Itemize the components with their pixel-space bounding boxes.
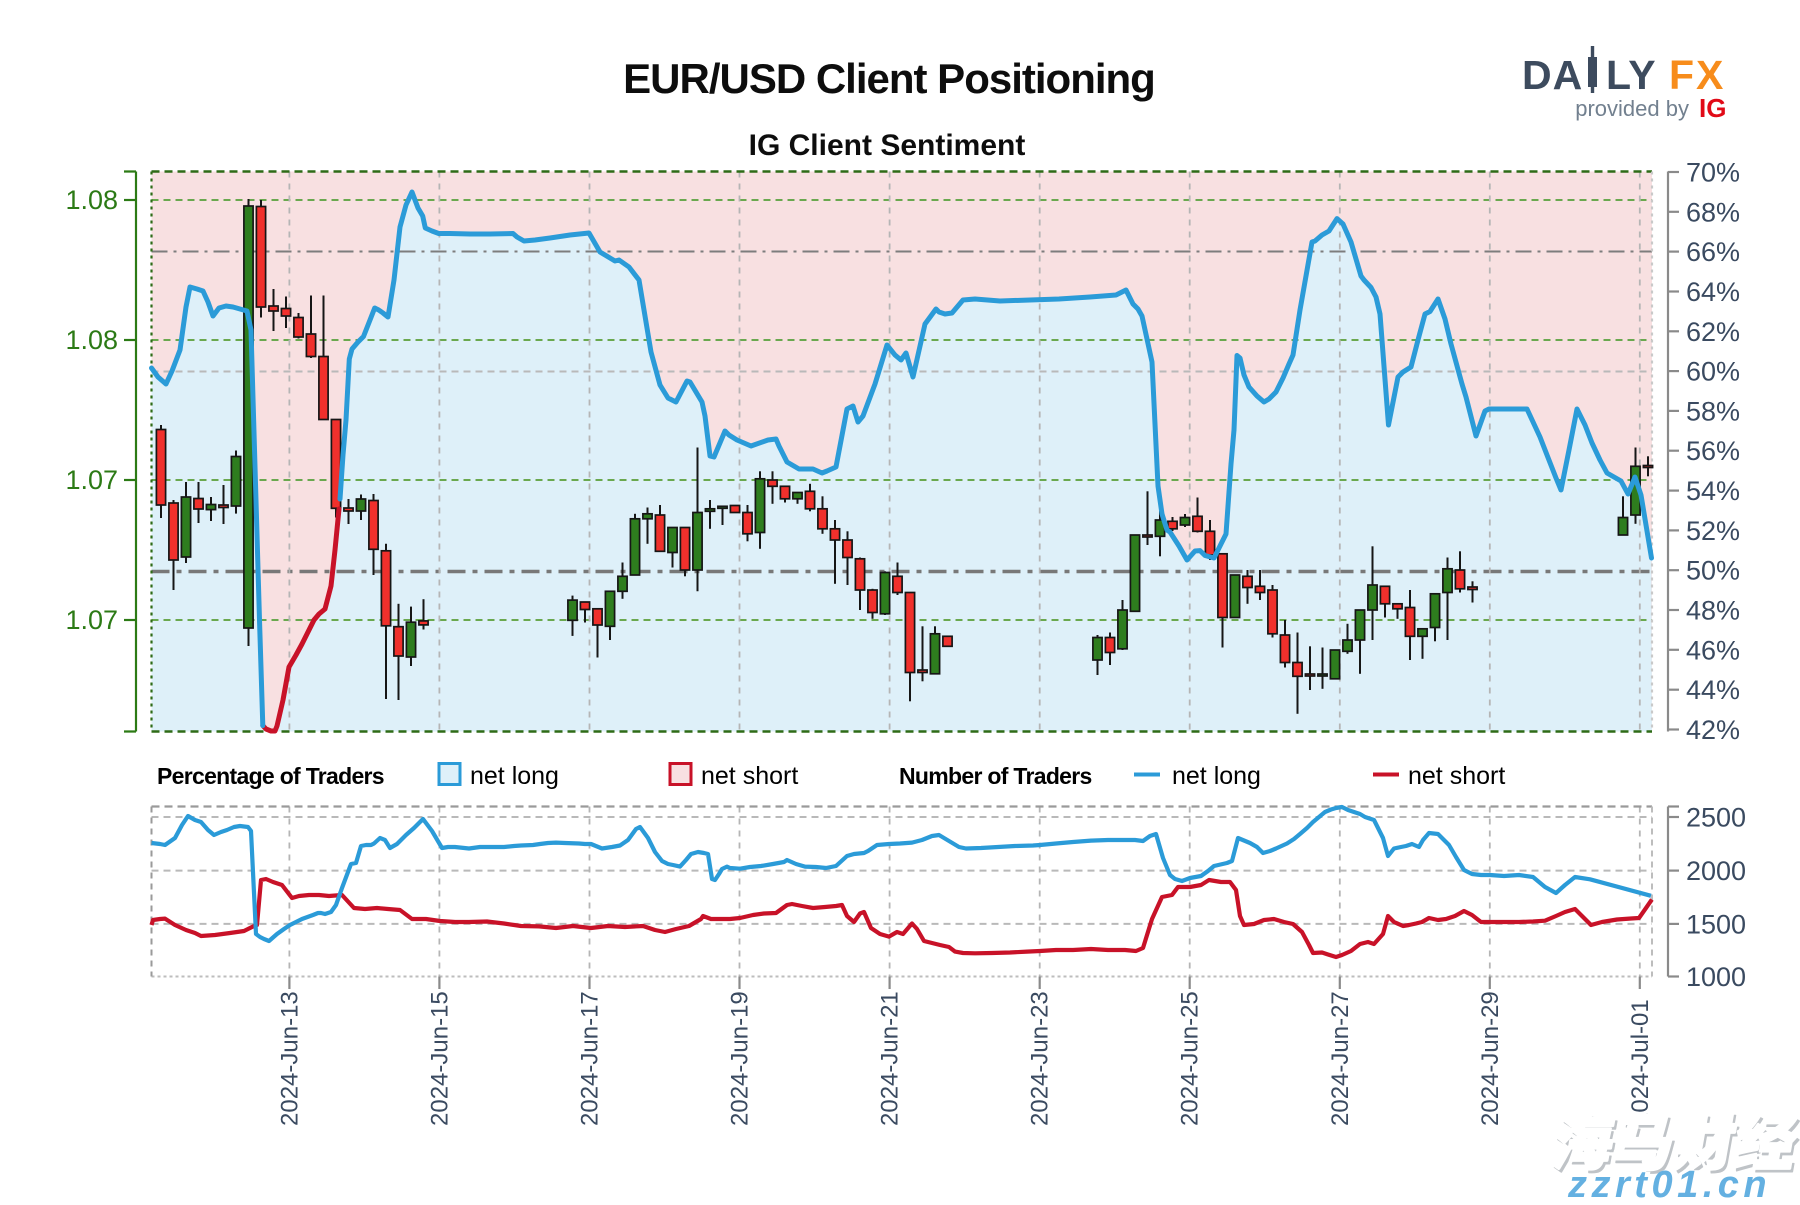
svg-text:EUR/USD Client Positioning: EUR/USD Client Positioning bbox=[623, 55, 1155, 102]
svg-text:provided by: provided by bbox=[1575, 96, 1689, 121]
svg-text:2024-Jun-23: 2024-Jun-23 bbox=[1027, 991, 1054, 1126]
svg-text:zzrt01.cn: zzrt01.cn bbox=[1567, 1164, 1771, 1200]
svg-text:60%: 60% bbox=[1686, 357, 1740, 387]
svg-text:62%: 62% bbox=[1686, 317, 1740, 347]
svg-text:42%: 42% bbox=[1686, 715, 1740, 745]
svg-text:64%: 64% bbox=[1686, 277, 1740, 307]
svg-text:44%: 44% bbox=[1686, 675, 1740, 705]
svg-text:net short: net short bbox=[1408, 762, 1505, 790]
svg-text:2024-Jun-25: 2024-Jun-25 bbox=[1177, 991, 1204, 1126]
svg-text:1.08: 1.08 bbox=[65, 325, 118, 355]
svg-text:1.07: 1.07 bbox=[65, 605, 118, 635]
svg-text:1.08: 1.08 bbox=[65, 185, 118, 215]
svg-text:Percentage of Traders: Percentage of Traders bbox=[157, 763, 384, 789]
svg-text:2024-Jun-13: 2024-Jun-13 bbox=[276, 991, 303, 1126]
svg-text:54%: 54% bbox=[1686, 476, 1740, 506]
svg-text:2024-Jun-21: 2024-Jun-21 bbox=[877, 991, 904, 1126]
svg-text:46%: 46% bbox=[1686, 635, 1740, 665]
svg-text:2000: 2000 bbox=[1686, 856, 1746, 886]
svg-text:IG: IG bbox=[1699, 93, 1726, 123]
svg-text:2024-Jun-27: 2024-Jun-27 bbox=[1327, 991, 1354, 1126]
svg-text:52%: 52% bbox=[1686, 516, 1740, 546]
svg-text:DA: DA bbox=[1522, 52, 1583, 98]
svg-text:1000: 1000 bbox=[1686, 962, 1746, 992]
svg-text:zzrt01.cn: zzrt01.cn bbox=[1569, 1166, 1773, 1200]
svg-text:1500: 1500 bbox=[1686, 909, 1746, 939]
svg-text:net short: net short bbox=[701, 762, 798, 790]
svg-text:2024-Jun-17: 2024-Jun-17 bbox=[577, 991, 604, 1126]
svg-text:1.07: 1.07 bbox=[65, 465, 118, 495]
svg-text:56%: 56% bbox=[1686, 436, 1740, 466]
svg-text:Number of Traders: Number of Traders bbox=[899, 763, 1092, 789]
svg-text:FX: FX bbox=[1669, 52, 1725, 98]
svg-text:50%: 50% bbox=[1686, 556, 1740, 586]
svg-text:66%: 66% bbox=[1686, 237, 1740, 267]
svg-text:LY: LY bbox=[1606, 52, 1657, 98]
svg-text:net long: net long bbox=[470, 762, 559, 790]
svg-text:2024-Jul-01: 2024-Jul-01 bbox=[1627, 999, 1654, 1126]
svg-text:48%: 48% bbox=[1686, 596, 1740, 626]
svg-text:2024-Jun-15: 2024-Jun-15 bbox=[426, 991, 453, 1126]
svg-text:2500: 2500 bbox=[1686, 803, 1746, 833]
svg-text:2024-Jun-29: 2024-Jun-29 bbox=[1477, 991, 1504, 1126]
svg-text:net long: net long bbox=[1172, 762, 1261, 790]
svg-text:68%: 68% bbox=[1686, 197, 1740, 227]
svg-text:IG Client Sentiment: IG Client Sentiment bbox=[749, 129, 1026, 162]
svg-text:70%: 70% bbox=[1686, 158, 1740, 188]
svg-text:2024-Jun-19: 2024-Jun-19 bbox=[727, 991, 754, 1126]
svg-text:58%: 58% bbox=[1686, 396, 1740, 426]
